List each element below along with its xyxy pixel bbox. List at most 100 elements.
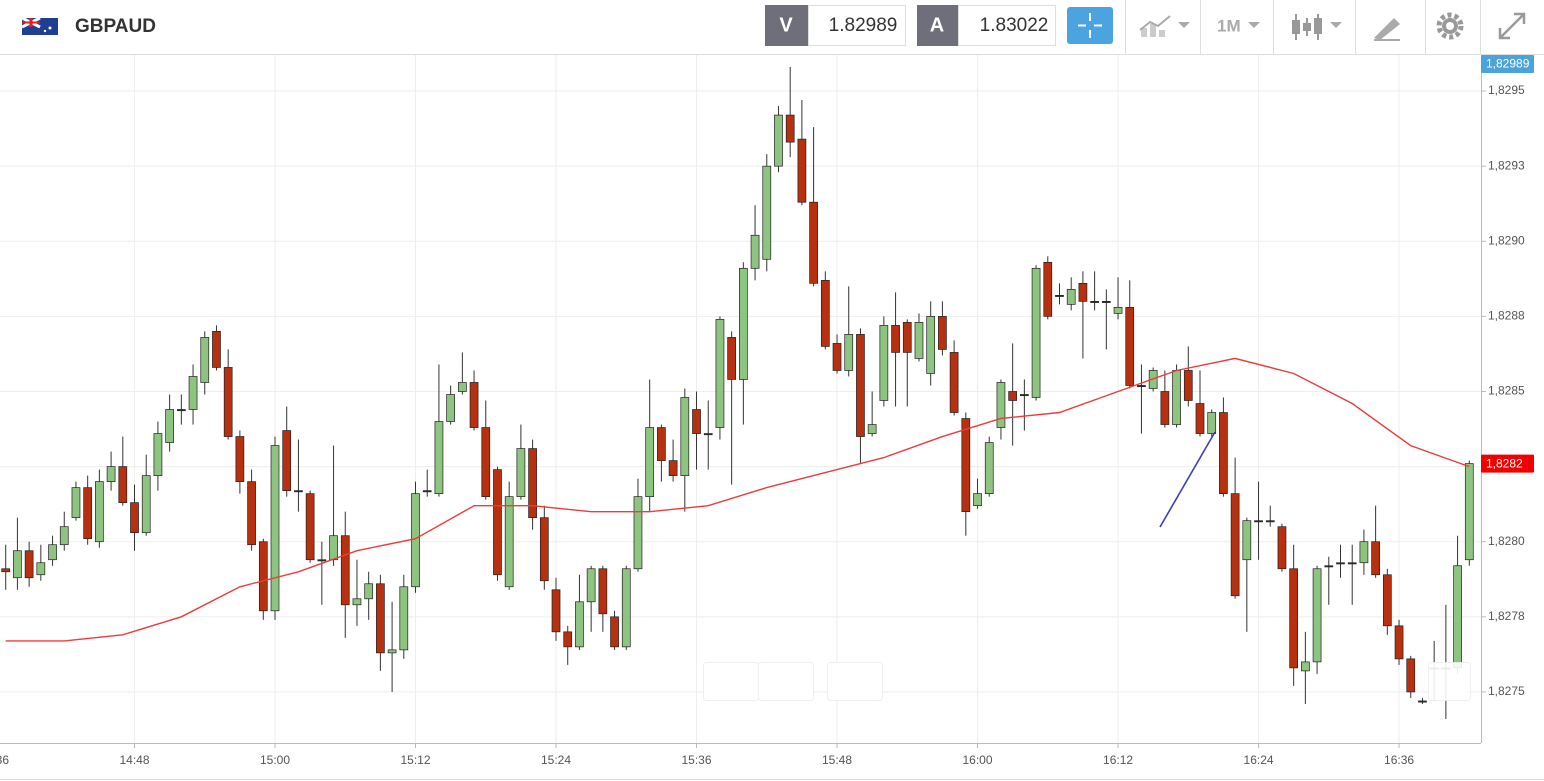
candle-body — [1020, 394, 1029, 397]
candle-body — [329, 535, 338, 561]
candle-body — [352, 598, 362, 606]
candle-body — [1137, 385, 1146, 388]
candle-body — [586, 568, 596, 603]
candle-body — [1066, 288, 1076, 305]
candle-body — [235, 436, 245, 482]
x-tick-label: 14:48 — [119, 753, 149, 767]
candle-body — [774, 114, 783, 167]
candle-body — [247, 481, 256, 546]
crosshair-button[interactable] — [1067, 7, 1113, 44]
candle-body — [71, 487, 81, 519]
candle-body — [294, 490, 303, 493]
candle-body — [36, 562, 46, 576]
candle-body — [820, 279, 830, 347]
chart-type-button[interactable] — [1139, 15, 1190, 37]
candle-body — [1347, 562, 1357, 565]
crosshair-icon — [1078, 13, 1102, 38]
candle-body — [48, 544, 57, 561]
candle-body — [1043, 261, 1053, 317]
x-tick-label: 16:12 — [1103, 753, 1133, 767]
candle-body — [270, 445, 280, 612]
candle-body — [258, 541, 268, 612]
candle-body — [867, 424, 877, 434]
candle-body — [1453, 565, 1462, 669]
flag-icon — [21, 16, 58, 35]
candle-body — [376, 583, 385, 654]
candle-body — [1336, 562, 1345, 565]
x-tick-label: 16:00 — [963, 753, 993, 767]
candle-body — [1101, 301, 1111, 303]
candle-style-button[interactable] — [1292, 14, 1342, 40]
candle-body — [118, 466, 128, 504]
x-tick-label: 16:24 — [1244, 753, 1274, 767]
ask-button[interactable] — [917, 5, 958, 46]
zoom-buttons[interactable] — [703, 662, 1471, 701]
candle-body — [141, 475, 151, 534]
y-tick-label: 1,8275 — [1488, 684, 1525, 698]
x-tick-label: 15:48 — [822, 753, 852, 767]
candle-body — [1172, 370, 1181, 425]
candle-body — [575, 601, 584, 648]
x-tick-label: 14:36 — [0, 753, 9, 767]
candle-body — [504, 496, 514, 588]
candle-body — [493, 469, 502, 576]
axes: 1,82751,82781,82801,82831,82851,82881,82… — [0, 55, 1534, 767]
candle-body — [961, 418, 971, 513]
ask-price: 1.83022 — [980, 15, 1049, 36]
candle-body — [973, 493, 982, 507]
candle-body — [856, 334, 865, 437]
price-tag — [1481, 454, 1534, 473]
candle-body — [446, 394, 455, 422]
candle-body — [879, 325, 889, 401]
y-tick-label: 1,8288 — [1488, 309, 1525, 323]
settings-button[interactable] — [1436, 12, 1464, 40]
candle-body — [809, 201, 818, 284]
x-tick-label: 15:12 — [400, 753, 430, 767]
candle-body — [1242, 520, 1252, 561]
y-tick-label: 1,8285 — [1488, 384, 1525, 398]
candle-body — [902, 322, 912, 353]
candle-body — [680, 397, 690, 476]
bid-button[interactable] — [765, 5, 808, 46]
candle-body — [844, 334, 854, 371]
candle-body — [457, 382, 467, 392]
candle-body — [13, 550, 22, 579]
candle-body — [891, 325, 900, 353]
price-tag — [1481, 55, 1534, 73]
candle-body — [750, 234, 760, 269]
candle-body — [1031, 267, 1041, 398]
x-tick-label: 16:36 — [1384, 753, 1414, 767]
y-tick-label: 1,8290 — [1488, 233, 1525, 247]
candle-body — [1382, 574, 1392, 627]
y-tick-label: 1,8295 — [1488, 83, 1525, 97]
candle-body — [1265, 520, 1275, 523]
candle-body — [797, 138, 807, 203]
moving-average-line — [5, 357, 1470, 642]
plot-area — [1, 67, 1474, 719]
candle-body — [95, 481, 104, 543]
candle-body — [1113, 307, 1123, 314]
candle-body — [1301, 661, 1310, 672]
candle-body — [1125, 307, 1135, 386]
candle-body — [785, 114, 795, 143]
candle-body — [106, 466, 116, 482]
candle-body — [926, 316, 936, 374]
candle-body — [1008, 391, 1018, 401]
bid-box — [808, 5, 906, 46]
x-tick-label: 15:24 — [541, 753, 571, 767]
price-tag-label: 1,8282 — [1486, 456, 1523, 470]
candle-body — [399, 586, 409, 651]
candle-body — [1219, 412, 1228, 494]
candle-body — [340, 535, 350, 606]
candle-body — [165, 409, 174, 443]
price-tag-label: 1,82989 — [1486, 57, 1530, 71]
expand-button[interactable] — [1498, 12, 1526, 40]
candle-body — [411, 493, 420, 588]
candle-body — [59, 526, 69, 546]
candle-body — [434, 421, 444, 494]
timeframe-button[interactable]: 1M — [1217, 16, 1260, 35]
candle-body — [1289, 568, 1299, 669]
draw-button[interactable] — [1374, 18, 1400, 41]
y-tick-label: 1,8280 — [1488, 534, 1525, 548]
